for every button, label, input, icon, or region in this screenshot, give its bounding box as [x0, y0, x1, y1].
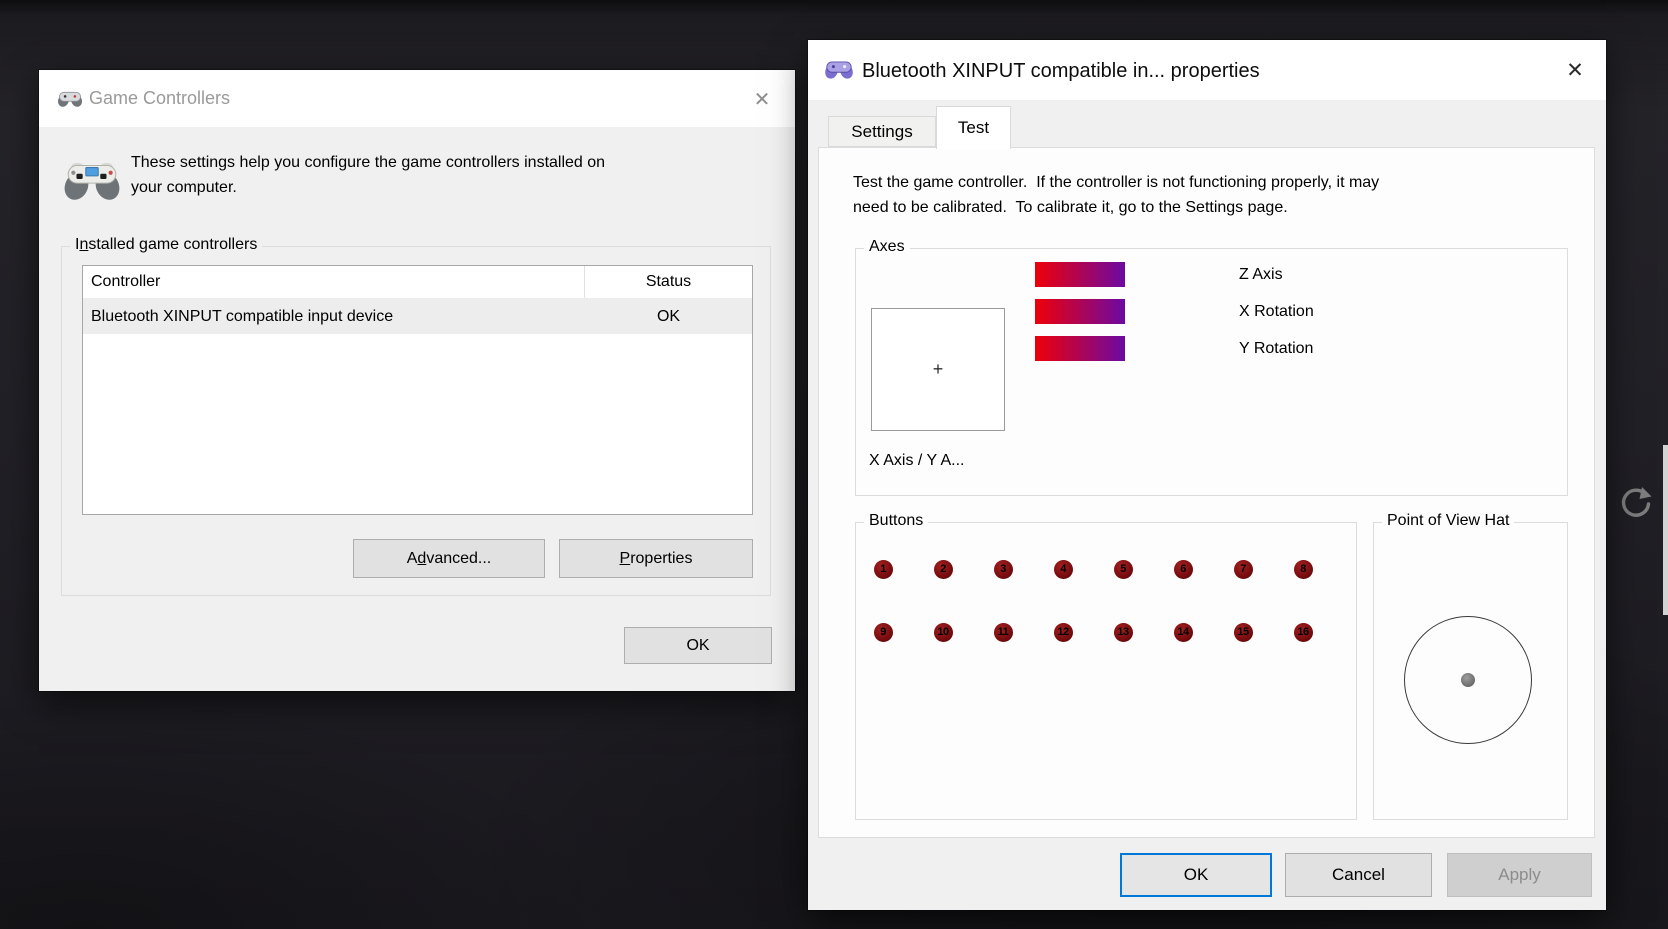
tab-test[interactable]: Test — [936, 106, 1011, 149]
controller-button-indicator-8: 8 — [1293, 559, 1313, 579]
controller-button-indicator-5: 5 — [1113, 559, 1133, 579]
installed-controllers-label: Installed game controllers — [70, 236, 263, 254]
table-row[interactable]: Bluetooth XINPUT compatible input device… — [83, 299, 752, 334]
column-header-status[interactable]: Status — [645, 273, 692, 290]
advanced-button[interactable]: Advanced... — [353, 539, 545, 578]
controller-button-indicator-13: 13 — [1113, 622, 1133, 642]
screen-edge-highlight — [1663, 445, 1668, 615]
xy-axis-indicator: + — [871, 308, 1005, 431]
controllers-table[interactable]: Controller Status Bluetooth XINPUT compa… — [82, 265, 753, 515]
intro-line-2: your computer. — [131, 179, 237, 196]
controller-button-indicator-7: 7 — [1233, 559, 1253, 579]
cancel-button[interactable]: Cancel — [1285, 853, 1432, 897]
pov-hat-group: Point of View Hat — [1373, 512, 1568, 820]
tab-settings[interactable]: Settings — [828, 116, 936, 147]
controller-button-indicator-16: 16 — [1293, 622, 1313, 642]
axis-gradient-bar — [1035, 262, 1125, 287]
axis-gradient-bar — [1035, 299, 1125, 324]
ok-button[interactable]: OK — [624, 627, 772, 664]
xy-axis-label: X Axis / Y A... — [869, 452, 965, 469]
intro-text: These settings help you configure the ga… — [131, 150, 605, 200]
test-instructions: Test the game controller. If the control… — [853, 170, 1379, 220]
ok-button-properties[interactable]: OK — [1120, 853, 1272, 897]
game-controllers-titlebar[interactable]: Game Controllers ✕ — [39, 70, 795, 127]
controller-name: Bluetooth XINPUT compatible input device — [91, 307, 394, 325]
crosshair-icon: + — [932, 359, 944, 379]
properties-button[interactable]: Properties — [559, 539, 753, 578]
axis-gradient-bar — [1035, 336, 1125, 361]
close-icon[interactable]: ✕ — [737, 70, 787, 127]
axes-group: Axes + X Axis / Y A... Z Axis X Rotation Y… — [855, 238, 1568, 496]
gamepad-icon — [57, 87, 83, 109]
axis-label: Z Axis — [1239, 266, 1283, 283]
axes-label: Axes — [864, 238, 910, 256]
instructions-line-1: Test the game controller. If the control… — [853, 174, 1380, 191]
controller-button-indicator-11: 11 — [993, 622, 1013, 642]
pov-hat-dot — [1461, 673, 1475, 687]
controller-button-indicator-10: 10 — [933, 622, 953, 642]
window-title: Game Controllers — [89, 88, 231, 108]
buttons-label: Buttons — [864, 512, 929, 530]
axis-label: X Rotation — [1239, 303, 1314, 320]
controller-properties-dialog: Bluetooth XINPUT compatible in... proper… — [808, 40, 1606, 910]
installed-controllers-group: Installed game controllers Controller St… — [61, 236, 771, 596]
controller-button-indicator-6: 6 — [1173, 559, 1193, 579]
column-header-controller[interactable]: Controller — [83, 266, 585, 298]
buttons-group: Buttons 1 2 3 4 5 6 7 8 9 10 11 12 13 14 15 16 — [855, 512, 1357, 820]
intro-line-1: These settings help you configure the ga… — [131, 154, 606, 171]
table-header: Controller Status — [83, 266, 752, 299]
apply-button[interactable]: Apply — [1447, 853, 1592, 897]
axis-row: X Rotation — [856, 299, 1567, 324]
pov-hat-indicator — [1404, 616, 1532, 744]
axis-label: Y Rotation — [1239, 340, 1314, 357]
controller-button-indicator-12: 12 — [1053, 622, 1073, 642]
properties-titlebar[interactable]: Bluetooth XINPUT compatible in... proper… — [808, 40, 1606, 100]
controller-button-indicator-1: 1 — [873, 559, 893, 579]
gamepad-icon — [824, 56, 854, 81]
pov-hat-label: Point of View Hat — [1382, 512, 1515, 530]
controller-button-indicator-9: 9 — [873, 622, 893, 642]
rotate-clockwise-icon[interactable] — [1616, 484, 1656, 524]
controller-button-indicator-14: 14 — [1173, 622, 1193, 642]
axis-row: Z Axis — [856, 262, 1567, 287]
controller-button-indicator-2: 2 — [933, 559, 953, 579]
controller-button-indicator-3: 3 — [993, 559, 1013, 579]
controller-button-indicator-15: 15 — [1233, 622, 1253, 642]
controller-status: OK — [656, 307, 681, 325]
window-title: Bluetooth XINPUT compatible in... proper… — [862, 60, 1260, 82]
axis-row: Y Rotation — [856, 336, 1567, 361]
game-controller-icon — [63, 156, 121, 204]
instructions-line-2: need to be calibrated. To calibrate it, … — [853, 199, 1288, 216]
close-icon[interactable]: ✕ — [1550, 40, 1600, 100]
controller-button-indicator-4: 4 — [1053, 559, 1073, 579]
test-tab-page: Test the game controller. If the control… — [818, 147, 1595, 838]
game-controllers-dialog: Game Controllers ✕ These settings help y… — [39, 70, 795, 691]
